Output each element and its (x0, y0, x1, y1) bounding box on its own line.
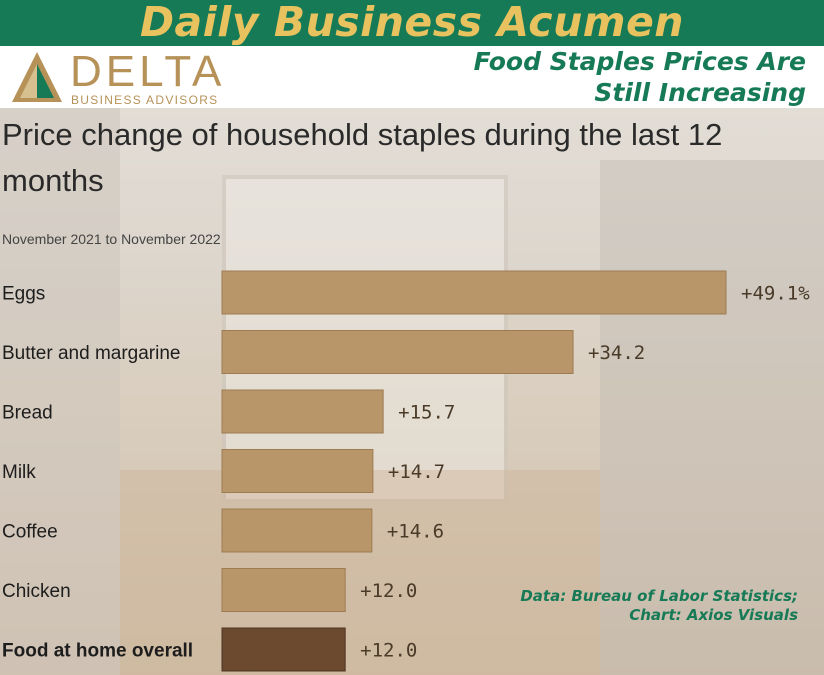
value-label: +15.7 (398, 402, 455, 424)
category-label: Coffee (2, 522, 58, 543)
source-line-2: Chart: Axios Visuals (629, 606, 798, 624)
subheader-strip (0, 46, 824, 108)
source-note: Data: Bureau of Labor Statistics; Chart:… (520, 587, 798, 625)
top-banner: Daily Business Acumen (0, 0, 824, 46)
delta-triangle-logo-icon (12, 52, 62, 102)
background-door-right (600, 160, 824, 675)
bar (221, 389, 384, 434)
source-line-1: Data: Bureau of Labor Statistics; (520, 587, 798, 605)
value-label: +12.0 (360, 640, 417, 662)
logo-subtitle: BUSINESS ADVISORS (71, 93, 219, 107)
value-label: +49.1% (741, 283, 810, 305)
bar (221, 270, 727, 315)
value-label: +14.6 (387, 521, 444, 543)
bar (221, 568, 346, 612)
logo-wordmark: DELTA (70, 47, 226, 96)
headline-line-2: Still Increasing (594, 78, 806, 107)
chart-title: Price change of household staples during… (2, 117, 723, 198)
bar (221, 449, 374, 493)
background-floor (120, 470, 600, 675)
category-label: Bread (2, 403, 53, 424)
background-door-left (0, 108, 120, 675)
category-label: Butter and margarine (2, 343, 181, 364)
value-label: +12.0 (360, 580, 417, 602)
bar (221, 627, 346, 672)
background-veil (0, 108, 824, 675)
category-label: Chicken (2, 581, 71, 602)
category-label: Food at home overall (2, 641, 193, 662)
headline-line-1: Food Staples Prices Are (473, 47, 806, 76)
category-label: Milk (2, 462, 36, 483)
value-label: +34.2 (588, 342, 645, 364)
value-label: +14.7 (388, 461, 445, 483)
bar (221, 508, 373, 553)
banner-title: Daily Business Acumen (140, 0, 684, 46)
chart-subtitle: November 2021 to November 2022 (2, 231, 221, 247)
category-label: Eggs (2, 284, 45, 305)
bar (221, 330, 574, 374)
